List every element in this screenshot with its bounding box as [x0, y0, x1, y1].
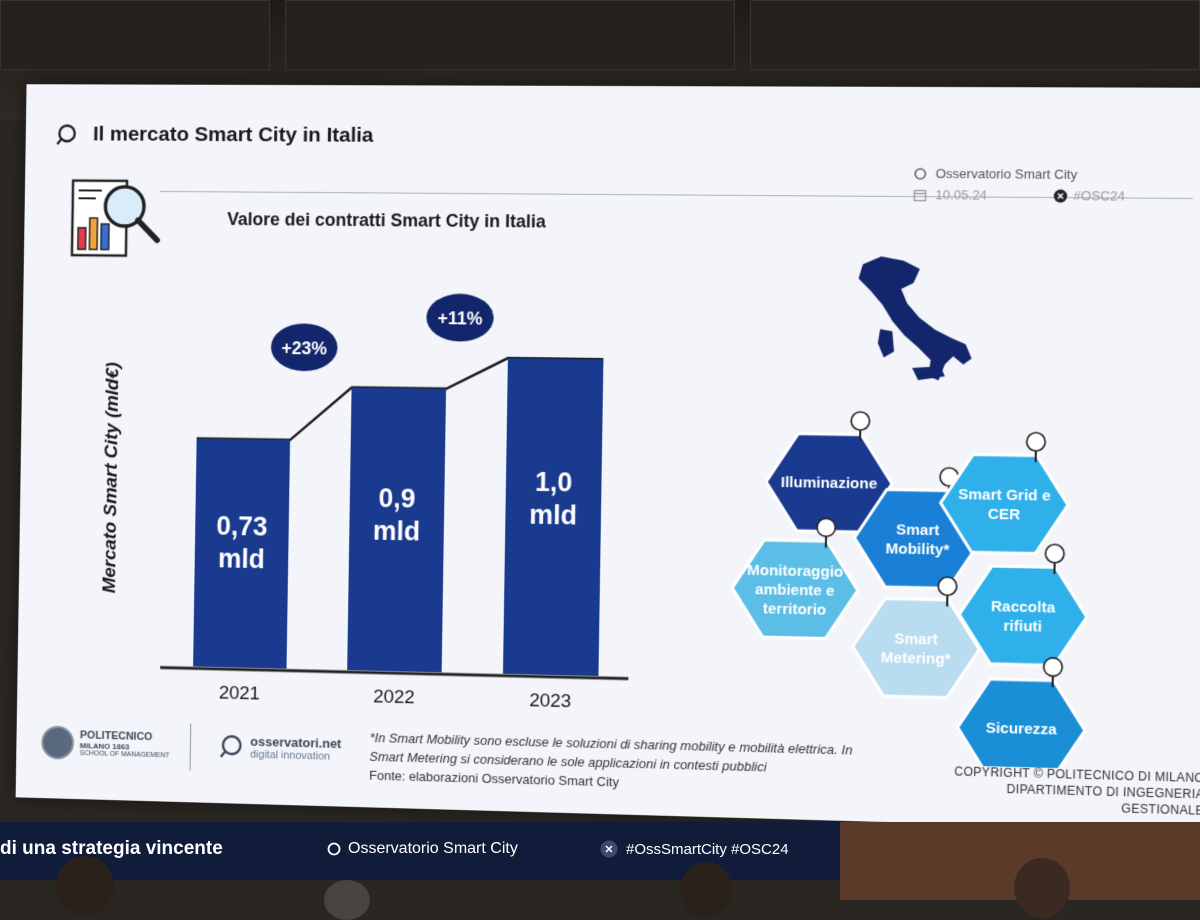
area-label: Sicurezza — [985, 721, 1057, 739]
banner-hashtags-label: #OssSmartCity #OSC24 — [626, 841, 789, 858]
copyright-line-2: DIPARTIMENTO DI INGEGNERIA GESTIONALE — [923, 779, 1200, 819]
area-mountain: Monitoraggioambiente eterritorio — [731, 517, 858, 639]
meta-date: 10.05.24 — [935, 187, 987, 203]
banner-hashtags: #OssSmartCity #OSC24 — [600, 840, 789, 858]
audience-head — [56, 856, 114, 916]
report-magnifier-icon — [68, 173, 166, 262]
projection-screen: Il mercato Smart City in Italia Osservat… — [16, 84, 1200, 831]
italy-map-icon — [857, 256, 973, 381]
politecnico-logo: POLITECNICO MILANO 1863 SCHOOL OF MANAGE… — [41, 726, 170, 763]
chart-title: Valore dei contratti Smart City in Itali… — [227, 209, 546, 232]
x-tick-label: 2022 — [373, 685, 415, 707]
bars: 0,73mld0,9mld1,0mld — [193, 354, 603, 676]
application-areas: IlluminazioneSmartMobility*Smart Grid eC… — [703, 237, 1140, 770]
growth-badge-label: +11% — [437, 308, 482, 329]
calendar-icon — [913, 187, 928, 201]
banner-observatory: Osservatorio Smart City — [326, 840, 518, 858]
slide-title: Il mercato Smart City in Italia — [93, 123, 374, 148]
x-logo-icon — [1053, 188, 1068, 202]
ceiling-panel — [750, 0, 1200, 70]
magnifier-bubble-icon — [217, 732, 245, 760]
x-tick-labels: 2021 2022 2023 — [219, 682, 572, 712]
audience-head — [1014, 858, 1070, 918]
y-axis-label: Mercato Smart City (mld€) — [98, 362, 122, 593]
osservatori-logo: osservatori.net digital innovation — [217, 732, 342, 763]
x-logo-icon — [600, 840, 618, 858]
growth-badges: +23% +11% — [271, 292, 494, 374]
bar-chart: Mercato Smart City (mld€) 0,73mld0,9mld1… — [84, 271, 641, 737]
politecnico-seal-icon — [41, 726, 74, 760]
x-tick-label: 2023 — [529, 689, 571, 711]
growth-badge-label: +23% — [281, 338, 327, 359]
audience-head — [680, 862, 732, 918]
ceiling-panel — [285, 0, 735, 70]
ceiling-panel — [0, 0, 270, 70]
logo-poli-school: SCHOOL OF MANAGEMENT — [80, 750, 170, 759]
logo-divider — [190, 723, 192, 770]
banner-slogan: di una strategia vincente — [0, 838, 223, 860]
meta-hashtag-group: #OSC24 — [1053, 188, 1125, 204]
area-meter: SmartMetering* — [852, 575, 980, 698]
magnifier-bubble-icon — [913, 166, 928, 180]
copyright: COPYRIGHT © POLITECNICO DI MILANO DIPART… — [923, 763, 1200, 819]
slide-meta: Osservatorio Smart City 10.05.24 #OSC24 — [913, 166, 1126, 210]
slide-header: Il mercato Smart City in Italia — [54, 122, 373, 149]
magnifier-bubble-icon — [326, 841, 342, 857]
audience-head — [324, 880, 370, 920]
logo-osserv-sub: digital innovation — [250, 748, 341, 762]
logo-osserv-name: osservatori.net — [250, 733, 341, 750]
area-label: Illuminazione — [781, 475, 878, 493]
meta-hashtag: #OSC24 — [1073, 188, 1125, 204]
banner-observatory-label: Osservatorio Smart City — [348, 840, 518, 858]
meta-source: Osservatorio Smart City — [936, 166, 1078, 182]
x-tick-label: 2021 — [219, 682, 260, 704]
magnifier-bubble-icon — [54, 122, 79, 148]
